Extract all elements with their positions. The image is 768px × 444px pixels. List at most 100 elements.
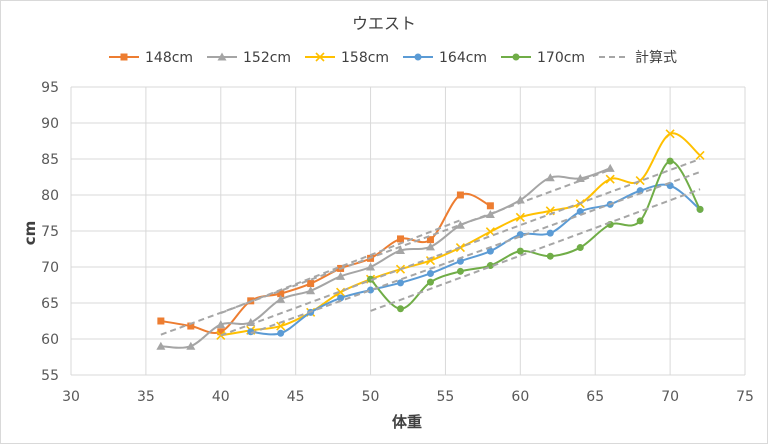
data-point [546, 229, 554, 237]
data-point [366, 262, 376, 271]
data-point [157, 317, 165, 325]
data-point [426, 269, 434, 277]
series-line [220, 132, 701, 337]
y-tick-label: 80 [41, 188, 59, 204]
trend-line [220, 219, 461, 315]
data-point [665, 129, 675, 139]
y-tick-label: 75 [41, 224, 59, 240]
x-tick-label: 50 [362, 389, 380, 405]
data-point [575, 173, 585, 182]
legend-marker [217, 52, 227, 61]
data-point [367, 275, 375, 283]
data-point [636, 217, 644, 225]
y-tick-label: 60 [41, 332, 59, 348]
data-point [397, 279, 405, 287]
series-158cm [216, 129, 705, 340]
data-point [396, 245, 406, 254]
data-point [425, 242, 435, 251]
legend-marker [120, 53, 128, 61]
data-point [277, 290, 285, 298]
data-point [367, 286, 375, 294]
data-point [336, 271, 346, 280]
data-point [337, 294, 345, 302]
data-point [605, 174, 615, 184]
data-point [306, 286, 316, 295]
chart-title: ウエスト [352, 14, 416, 33]
series-計算式 [160, 158, 701, 337]
data-point [696, 205, 704, 213]
data-point [516, 247, 524, 255]
x-tick-label: 75 [736, 389, 754, 405]
x-tick-label: 60 [511, 389, 529, 405]
legend: 148cm 152cm 158cm 164cm 170cm 計算式 [109, 50, 677, 66]
series-line [160, 167, 611, 349]
legend-item: 164cm [403, 50, 487, 66]
legend-label: 計算式 [635, 50, 677, 66]
data-point [277, 329, 285, 337]
data-point [635, 176, 645, 186]
data-point [486, 202, 494, 210]
legend-item: 計算式 [599, 50, 677, 66]
series-170cm [367, 157, 704, 313]
data-point [156, 341, 166, 350]
x-axis-title: 体重 [392, 413, 422, 431]
y-tick-label: 65 [41, 296, 59, 312]
series-164cm [247, 182, 704, 337]
y-axis-ticks: 55 60 65 70 75 80 85 90 95 [41, 80, 59, 384]
data-point [217, 328, 225, 336]
data-point [276, 294, 286, 303]
y-tick-label: 95 [41, 80, 59, 96]
series-line [160, 192, 491, 334]
data-point [276, 321, 286, 331]
legend-marker [512, 53, 520, 61]
y-tick-label: 90 [41, 116, 59, 132]
data-point [666, 157, 674, 165]
data-point [486, 247, 494, 255]
legend-label: 170cm [537, 50, 585, 66]
data-point [397, 305, 405, 313]
data-point [545, 173, 555, 182]
data-point [456, 191, 464, 199]
data-point [605, 163, 615, 172]
legend-item: 170cm [501, 50, 585, 66]
legend-label: 152cm [243, 50, 291, 66]
data-point [456, 267, 464, 275]
data-point [216, 320, 226, 329]
data-point [695, 150, 705, 160]
data-point [576, 244, 584, 252]
data-point [425, 255, 436, 266]
legend-item: 148cm [109, 50, 193, 66]
trend-line [220, 158, 701, 337]
x-tick-label: 55 [437, 389, 455, 405]
legend-item: 152cm [207, 50, 291, 66]
y-axis-title: cm [21, 221, 39, 246]
x-tick-label: 40 [212, 389, 230, 405]
y-tick-label: 85 [41, 152, 59, 168]
data-point [426, 236, 434, 244]
legend-marker [414, 53, 422, 61]
y-tick-label: 55 [41, 368, 59, 384]
data-point [455, 220, 465, 229]
x-axis-ticks: 30 35 40 45 50 55 60 65 70 75 [62, 389, 754, 405]
y-tick-label: 70 [41, 260, 59, 276]
grid-lines [70, 86, 746, 376]
data-point [186, 341, 196, 350]
series-line [250, 183, 701, 336]
legend-label: 158cm [341, 50, 389, 66]
series-layer [156, 129, 705, 350]
x-tick-label: 45 [287, 389, 305, 405]
data-point [515, 212, 525, 222]
legend-item: 158cm [305, 50, 389, 66]
legend-label: 148cm [145, 50, 193, 66]
data-point [546, 252, 554, 260]
data-point [187, 322, 195, 330]
legend-marker [315, 52, 325, 62]
x-tick-label: 30 [62, 389, 80, 405]
data-point [397, 235, 405, 243]
x-tick-label: 65 [586, 389, 604, 405]
data-point [307, 280, 315, 288]
data-point [426, 278, 434, 286]
trend-line [370, 188, 701, 312]
